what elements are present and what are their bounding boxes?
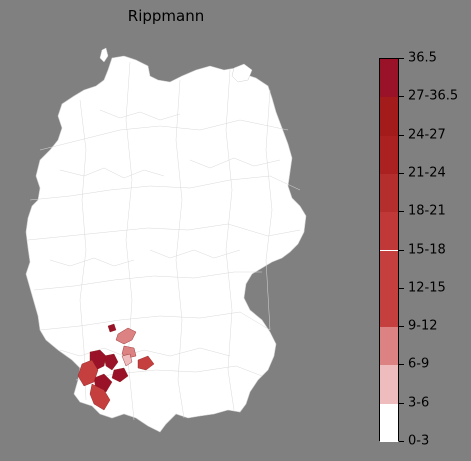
germany-landmass bbox=[25, 55, 307, 433]
district-light-1 bbox=[115, 327, 137, 345]
germany-outline bbox=[25, 47, 307, 433]
district-borders bbox=[27, 61, 301, 421]
legend-tick bbox=[399, 58, 404, 59]
legend-swatch bbox=[380, 97, 398, 136]
legend-tick bbox=[399, 172, 404, 174]
legend-tick bbox=[399, 96, 404, 98]
legend-colorbar bbox=[379, 58, 399, 442]
northern-island bbox=[231, 63, 253, 83]
district-mid-1 bbox=[77, 359, 99, 387]
legend-tick bbox=[399, 287, 404, 289]
district-dark-2 bbox=[103, 353, 119, 371]
legend-tick bbox=[399, 134, 404, 136]
legend-swatch bbox=[380, 365, 398, 404]
legend-label: 27-36.5 bbox=[408, 88, 459, 104]
legend-tick bbox=[399, 249, 404, 251]
highlighted-districts bbox=[77, 323, 155, 411]
legend-label: 6-9 bbox=[408, 356, 430, 372]
legend-label: 3-6 bbox=[408, 395, 430, 411]
legend-label: 12-15 bbox=[408, 280, 446, 296]
legend-label: 18-21 bbox=[408, 203, 446, 219]
district-lightest-1 bbox=[121, 353, 133, 367]
western-island bbox=[99, 47, 109, 63]
germany-map bbox=[25, 47, 307, 433]
legend-swatch bbox=[380, 403, 398, 442]
legend-tick bbox=[399, 326, 404, 328]
district-mid-3 bbox=[137, 355, 155, 371]
legend-tick bbox=[399, 441, 404, 442]
district-dark-3 bbox=[111, 367, 129, 383]
district-small-dark bbox=[107, 323, 117, 333]
legend-tick bbox=[399, 402, 404, 404]
legend-swatch bbox=[380, 288, 398, 328]
legend-tick bbox=[399, 364, 404, 366]
legend-label: 0-3 bbox=[408, 433, 430, 449]
legend-tick bbox=[399, 211, 404, 213]
legend-swatch bbox=[380, 250, 398, 289]
legend-label: 21-24 bbox=[408, 165, 446, 181]
legend-label: 36.5 bbox=[408, 50, 437, 66]
legend-label: 24-27 bbox=[408, 127, 446, 143]
legend-swatch bbox=[380, 135, 398, 174]
legend-swatch bbox=[380, 212, 398, 251]
legend-swatch bbox=[380, 327, 398, 366]
legend-swatch bbox=[380, 173, 398, 213]
map-title: Rippmann bbox=[127, 7, 205, 25]
district-mid-2 bbox=[89, 383, 111, 411]
legend-label: 9-12 bbox=[408, 318, 438, 334]
legend-swatch bbox=[380, 59, 398, 98]
legend-label: 15-18 bbox=[408, 242, 446, 257]
